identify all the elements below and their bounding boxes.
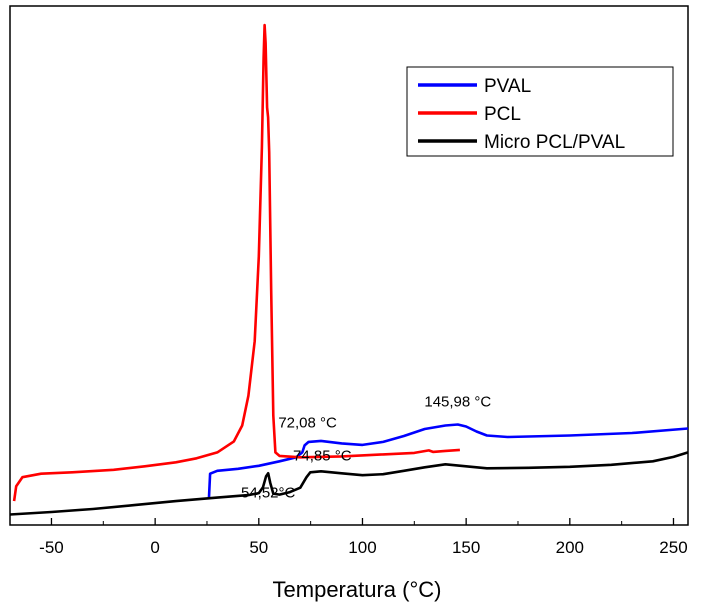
annotation-label: 54,52°C	[241, 484, 296, 501]
x-tick-label: 0	[150, 538, 159, 557]
x-axis-title: Temperatura (°C)	[273, 577, 442, 602]
series-line-pcl	[12, 23, 460, 502]
x-tick-label: 250	[659, 538, 687, 557]
legend-label-micro: Micro PCL/PVAL	[484, 132, 625, 153]
x-tick-label: 150	[452, 538, 480, 557]
series-line-pval	[207, 423, 689, 498]
legend-label-pval: PVAL	[484, 76, 531, 97]
x-axis-ticks: -50 0 50 100 150 200 250	[39, 518, 688, 557]
series-group	[9, 23, 689, 516]
plot-frame	[9, 5, 689, 526]
x-tick-label: -50	[39, 538, 64, 557]
annotation-label: 145,98 °C	[424, 394, 491, 411]
x-tick-label: 50	[249, 538, 268, 557]
annotations: 72,08 °C 145,98 °C 74,85 °C 54,52°C	[241, 394, 491, 502]
legend-label-pcl: PCL	[484, 104, 521, 125]
annotation-label: 72,08 °C	[278, 414, 337, 431]
legend: PVAL PCL Micro PCL/PVAL	[406, 66, 674, 157]
series-line-micro	[9, 451, 689, 516]
x-tick-label: 100	[348, 538, 376, 557]
annotation-label: 74,85 °C	[293, 447, 352, 464]
x-tick-label: 200	[556, 538, 584, 557]
